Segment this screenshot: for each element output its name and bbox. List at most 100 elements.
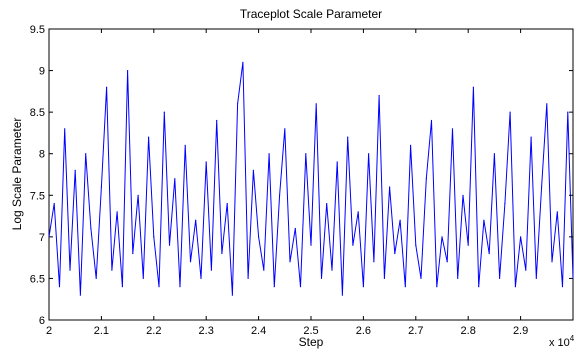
data-point: [148, 136, 150, 138]
x-axis-ticks: 2 2.1 2.2 2.3 2.4 2.5 2.6 2.7 2.8 2.9: [46, 29, 528, 337]
data-point: [336, 161, 338, 163]
data-point: [205, 161, 207, 163]
y-tick-label: 7.5: [30, 190, 45, 202]
data-point: [79, 294, 81, 296]
data-point: [305, 153, 307, 155]
data-point: [331, 269, 333, 271]
data-point: [520, 236, 522, 238]
x-axis-label: Step: [299, 335, 324, 349]
data-point: [357, 211, 359, 213]
data-point: [163, 111, 165, 113]
data-point: [556, 211, 558, 213]
data-point: [404, 286, 406, 288]
series-layer: [48, 61, 574, 296]
data-point: [158, 286, 160, 288]
data-point: [462, 194, 464, 196]
data-point: [58, 286, 61, 288]
data-point: [430, 119, 433, 122]
data-point: [478, 286, 480, 288]
y-tick-label: 8: [39, 149, 45, 161]
data-point: [100, 186, 102, 188]
data-point: [69, 269, 71, 271]
data-point: [483, 219, 485, 221]
data-point: [247, 277, 249, 279]
data-point: [121, 286, 123, 288]
data-point: [315, 103, 317, 105]
data-point: [368, 153, 370, 155]
data-point: [504, 203, 506, 205]
data-point: [268, 153, 270, 155]
data-point: [415, 244, 417, 246]
y-tick-label: 9.5: [30, 24, 45, 36]
data-point: [153, 236, 155, 238]
data-point: [352, 244, 354, 246]
data-point: [142, 277, 144, 279]
data-point: [457, 277, 459, 279]
y-tick-label: 6: [39, 315, 45, 327]
data-point: [525, 269, 527, 271]
data-point: [420, 277, 422, 279]
data-point: [85, 153, 87, 155]
data-point: [299, 286, 302, 288]
data-point: [284, 128, 286, 130]
data-point: [53, 203, 55, 205]
x-tick-label: 2: [46, 325, 52, 337]
data-point: [493, 153, 495, 155]
data-point: [362, 286, 364, 288]
data-point: [530, 136, 532, 138]
data-point: [258, 236, 260, 238]
x-tick-label: 2.2: [146, 325, 161, 337]
data-point: [514, 286, 517, 288]
data-point: [310, 244, 312, 246]
data-point: [509, 111, 511, 113]
y-tick-label: 9: [39, 66, 45, 78]
x-tick-label: 2.7: [408, 325, 423, 337]
data-point: [378, 94, 380, 97]
data-point: [111, 269, 113, 271]
data-point: [226, 203, 228, 205]
data-point: [279, 194, 281, 196]
y-axis-label: Log Scale Parameter: [10, 118, 24, 231]
data-point: [174, 178, 176, 180]
data-point: [137, 194, 139, 196]
data-point: [195, 219, 197, 221]
data-point: [179, 286, 181, 288]
data-point: [541, 186, 543, 188]
data-point: [383, 277, 385, 279]
data-point: [294, 227, 296, 230]
plot-area: [48, 28, 574, 321]
data-point: [289, 261, 291, 263]
data-point: [189, 261, 192, 263]
y-tick-label: 6.5: [30, 273, 45, 285]
data-point: [341, 294, 343, 296]
data-point: [425, 178, 427, 180]
data-point: [106, 86, 108, 88]
data-point: [237, 103, 239, 105]
data-point: [90, 227, 92, 230]
data-point: [184, 144, 186, 146]
x-tick-label: 2.1: [94, 325, 109, 337]
data-point: [64, 128, 66, 130]
data-point: [394, 252, 396, 255]
data-point: [546, 103, 548, 105]
x-axis-multiplier: x 104: [549, 334, 574, 349]
data-point: [399, 219, 401, 221]
x-axis-multiplier-exponent: 4: [570, 334, 574, 343]
data-point: [446, 261, 448, 263]
data-point: [326, 203, 328, 205]
data-point: [488, 252, 490, 255]
data-point: [567, 111, 569, 113]
data-point: [273, 286, 275, 288]
data-point: [263, 269, 265, 271]
data-point: [551, 261, 553, 263]
data-point: [242, 61, 244, 63]
y-tick-label: 8.5: [30, 107, 45, 119]
x-tick-label: 2.9: [513, 325, 528, 337]
data-point: [499, 277, 501, 279]
data-point: [252, 169, 254, 171]
data-point: [436, 286, 438, 288]
y-tick-label: 7: [39, 232, 45, 244]
data-point: [127, 70, 129, 72]
data-point: [561, 286, 564, 288]
